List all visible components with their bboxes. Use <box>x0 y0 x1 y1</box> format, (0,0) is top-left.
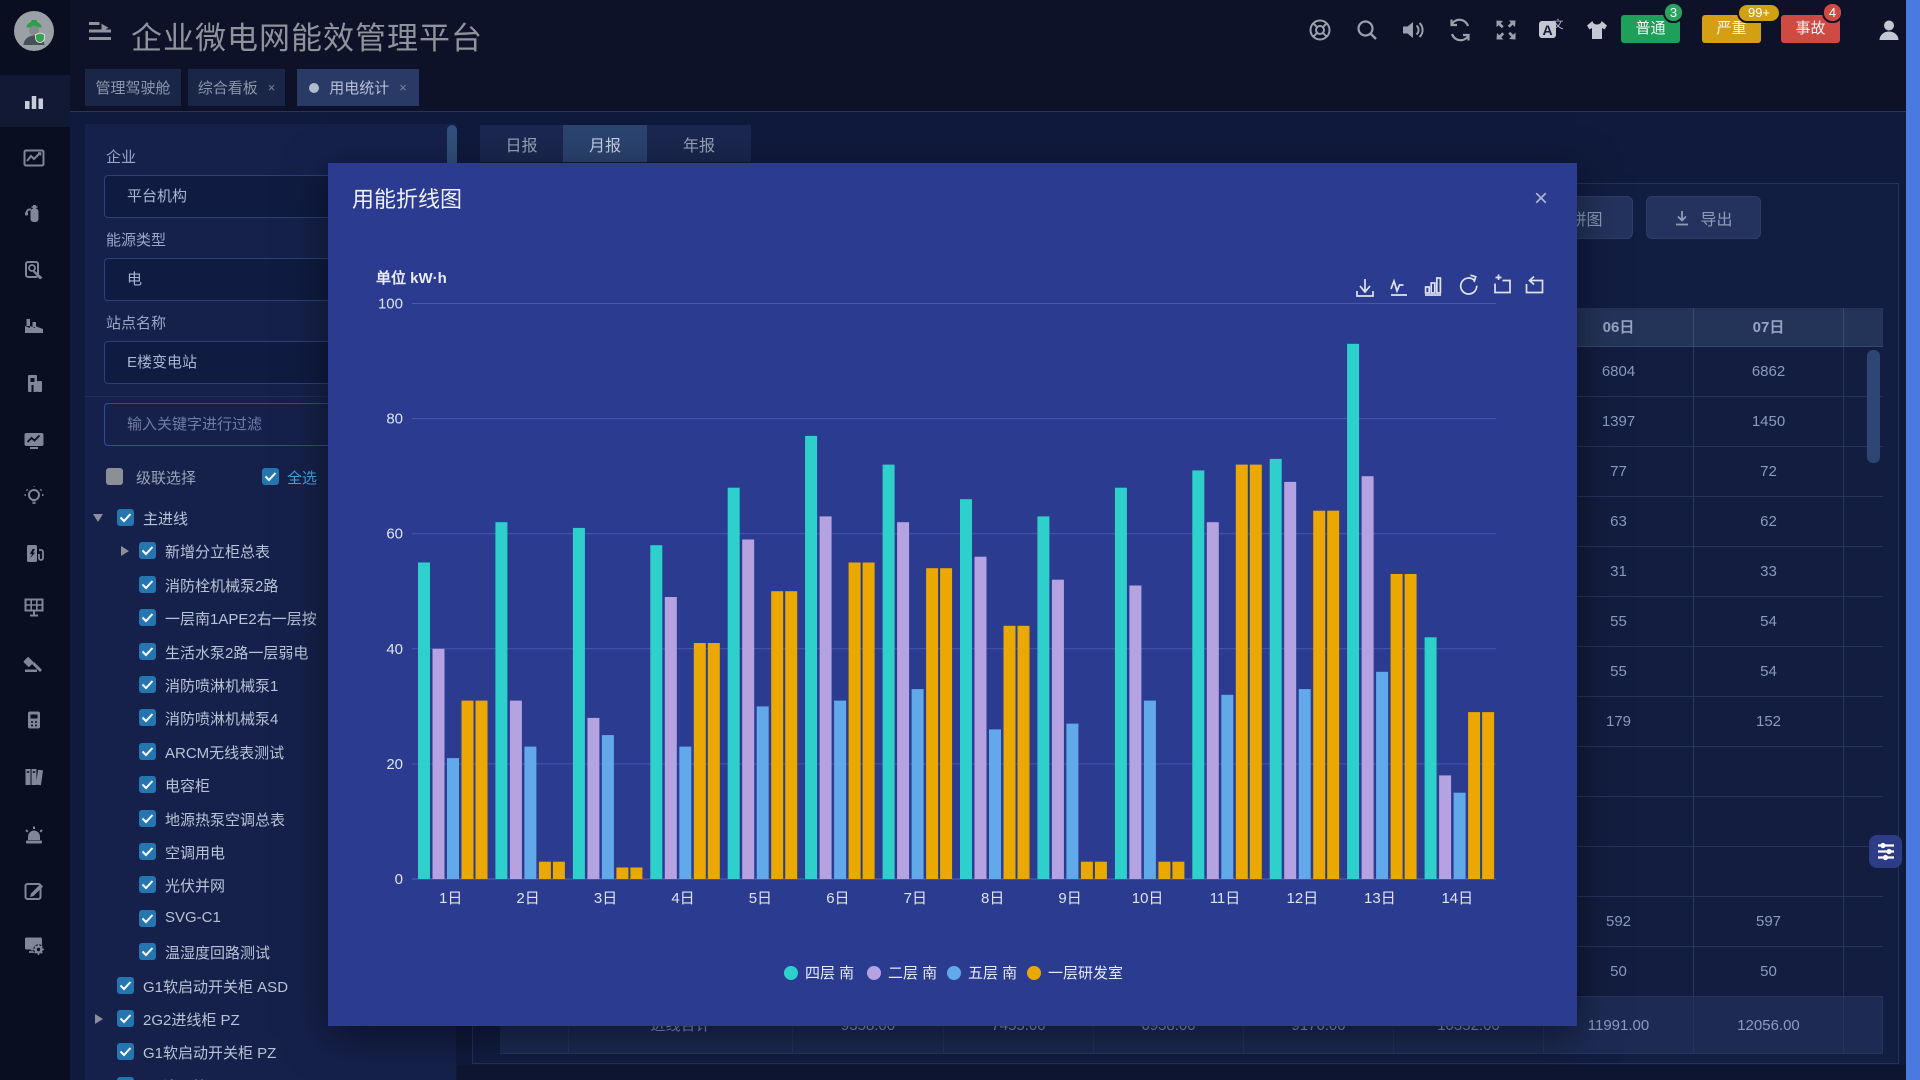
svg-text:20: 20 <box>386 756 403 773</box>
svg-text:单位 kW·h: 单位 kW·h <box>376 269 447 287</box>
svg-text:文: 文 <box>1553 17 1564 31</box>
svg-text:6日: 6日 <box>826 890 849 907</box>
svg-text:40: 40 <box>386 641 403 658</box>
svg-text:9日: 9日 <box>1058 890 1081 907</box>
svg-text:四层 南: 四层 南 <box>805 965 854 982</box>
svg-text:五层 南: 五层 南 <box>968 965 1017 982</box>
svg-text:100: 100 <box>378 296 403 313</box>
svg-text:11日: 11日 <box>1210 890 1241 907</box>
svg-text:二层 南: 二层 南 <box>888 965 937 982</box>
svg-text:13日: 13日 <box>1364 890 1396 907</box>
svg-text:0: 0 <box>395 871 403 888</box>
svg-text:1日: 1日 <box>439 890 462 907</box>
svg-text:80: 80 <box>386 411 403 428</box>
svg-text:7日: 7日 <box>904 890 927 907</box>
svg-text:2日: 2日 <box>516 890 539 907</box>
svg-text:一层研发室: 一层研发室 <box>1048 965 1123 982</box>
svg-text:8日: 8日 <box>981 890 1004 907</box>
svg-text:A: A <box>1542 22 1552 38</box>
svg-text:60: 60 <box>386 526 403 543</box>
svg-text:14日: 14日 <box>1441 890 1473 907</box>
svg-text:5日: 5日 <box>749 890 772 907</box>
svg-text:10日: 10日 <box>1132 890 1164 907</box>
svg-text:12日: 12日 <box>1287 890 1319 907</box>
svg-text:4日: 4日 <box>671 890 694 907</box>
svg-text:3日: 3日 <box>594 890 617 907</box>
